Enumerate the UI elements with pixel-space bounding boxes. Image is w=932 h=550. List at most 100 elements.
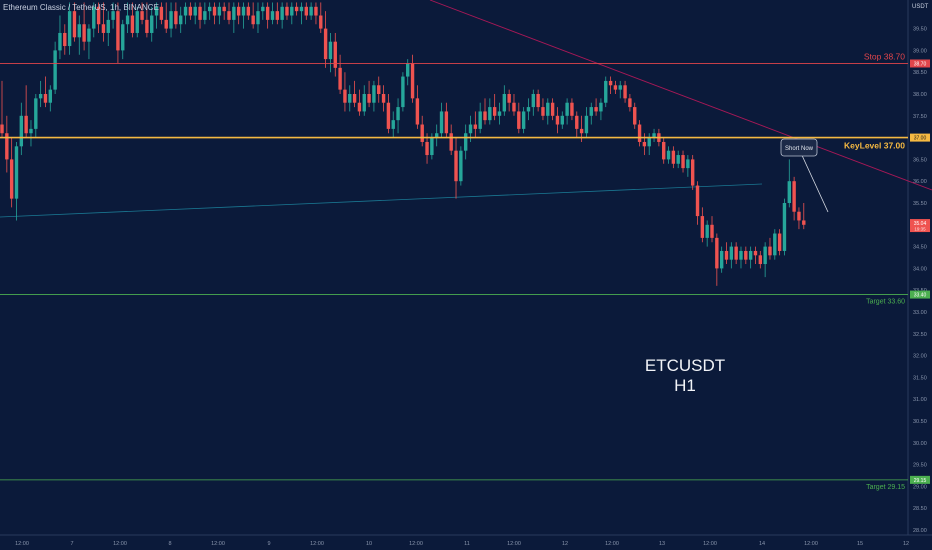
bear-candle bbox=[367, 94, 371, 103]
target1-axis-tag bbox=[910, 290, 930, 299]
bull-candle bbox=[203, 11, 207, 20]
y-tick-label: 38.00 bbox=[913, 92, 927, 98]
bear-candle bbox=[579, 128, 584, 134]
bull-candle bbox=[67, 11, 72, 47]
x-tick-label: 15 bbox=[857, 541, 863, 547]
bull-candle bbox=[169, 11, 173, 29]
bull-candle bbox=[111, 11, 115, 20]
bull-candle bbox=[705, 224, 709, 238]
bull-candle bbox=[179, 15, 183, 25]
y-tick-label: 31.50 bbox=[913, 375, 927, 381]
y-tick-label: 37.50 bbox=[913, 114, 927, 120]
bull-candle bbox=[729, 246, 734, 260]
bull-candle bbox=[92, 6, 96, 29]
bear-candle bbox=[517, 111, 521, 129]
bull-candle bbox=[77, 24, 81, 38]
bull-candle bbox=[459, 150, 463, 182]
bear-candle bbox=[63, 32, 67, 47]
bull-candle bbox=[29, 128, 33, 134]
bear-candle bbox=[265, 6, 270, 20]
x-tick-label: 12:00 bbox=[804, 541, 818, 547]
symbol-watermark: ETCUSDT H1 bbox=[620, 356, 750, 396]
bear-candle bbox=[628, 98, 632, 108]
watermark-symbol: ETCUSDT bbox=[644, 356, 726, 375]
target2-axis-tag-label: 29.15 bbox=[914, 478, 927, 484]
bull-candle bbox=[526, 107, 531, 112]
bear-candle bbox=[294, 6, 299, 12]
bear-candle bbox=[96, 6, 101, 25]
y-tick-label: 29.00 bbox=[913, 484, 927, 490]
bear-candle bbox=[357, 102, 362, 112]
bear-candle bbox=[662, 141, 666, 160]
bull-candle bbox=[686, 159, 690, 169]
bull-candle bbox=[599, 102, 603, 112]
x-tick-label: 11 bbox=[464, 541, 470, 547]
bear-candle bbox=[304, 6, 308, 16]
bear-candle bbox=[758, 255, 763, 265]
bear-candle bbox=[43, 94, 48, 103]
bull-candle bbox=[217, 6, 222, 16]
bear-candle bbox=[323, 28, 328, 60]
bar-countdown: 19:35 bbox=[914, 227, 926, 232]
bear-candle bbox=[352, 94, 357, 103]
stop-axis-tag-label: 38.70 bbox=[914, 61, 927, 67]
bull-candle bbox=[739, 250, 743, 260]
bear-candle bbox=[164, 19, 168, 29]
bear-candle bbox=[319, 15, 323, 29]
bear-candle bbox=[594, 107, 598, 112]
key-axis-tag bbox=[910, 133, 930, 142]
bull-candle bbox=[106, 19, 110, 33]
bear-candle bbox=[671, 150, 676, 164]
bear-candle bbox=[483, 111, 487, 121]
bear-candle bbox=[690, 159, 695, 186]
x-tick-label: 10 bbox=[366, 541, 372, 547]
bull-candle bbox=[261, 6, 265, 12]
bull-candle bbox=[531, 94, 535, 108]
bull-candle bbox=[406, 63, 410, 77]
bear-candle bbox=[777, 233, 782, 251]
bear-candle bbox=[613, 85, 618, 90]
bull-candle bbox=[290, 6, 294, 16]
bull-candle bbox=[48, 89, 52, 103]
bear-candle bbox=[9, 159, 14, 199]
bear-candle bbox=[333, 41, 337, 68]
bull-candle bbox=[348, 94, 352, 103]
bear-candle bbox=[642, 141, 647, 147]
bear-candle bbox=[473, 124, 478, 129]
bear-candle bbox=[386, 102, 391, 129]
target1-axis-tag-label: 33.40 bbox=[914, 293, 927, 299]
key-axis-tag-label: 37.00 bbox=[914, 136, 927, 142]
bull-candle bbox=[121, 24, 125, 51]
bull-candle bbox=[435, 133, 439, 138]
bear-candle bbox=[72, 11, 77, 38]
bear-candle bbox=[541, 107, 545, 116]
bull-candle bbox=[488, 107, 492, 121]
y-tick-label: 31.00 bbox=[913, 397, 927, 403]
y-tick-label: 34.00 bbox=[913, 266, 927, 272]
bull-candle bbox=[560, 115, 564, 125]
bull-candle bbox=[135, 11, 139, 33]
bear-candle bbox=[623, 85, 627, 99]
short-now-label: Short Now bbox=[785, 146, 814, 152]
x-tick-label: 13 bbox=[659, 541, 665, 547]
currency-label: USDT bbox=[912, 4, 929, 10]
bull-candle bbox=[362, 94, 366, 112]
bull-candle bbox=[372, 85, 376, 103]
bear-candle bbox=[570, 102, 574, 116]
x-tick-label: 8 bbox=[168, 541, 171, 547]
bear-candle bbox=[681, 155, 685, 169]
bull-candle bbox=[87, 28, 91, 42]
bull-candle bbox=[463, 133, 468, 151]
bull-candle bbox=[719, 250, 724, 269]
watermark-timeframe: H1 bbox=[674, 376, 696, 395]
bear-candle bbox=[444, 111, 449, 134]
bull-candle bbox=[14, 146, 19, 199]
bull-candle bbox=[396, 107, 400, 121]
bear-candle bbox=[24, 115, 28, 134]
bear-candle bbox=[338, 67, 342, 90]
bull-candle bbox=[193, 6, 197, 16]
bull-candle bbox=[439, 111, 444, 134]
